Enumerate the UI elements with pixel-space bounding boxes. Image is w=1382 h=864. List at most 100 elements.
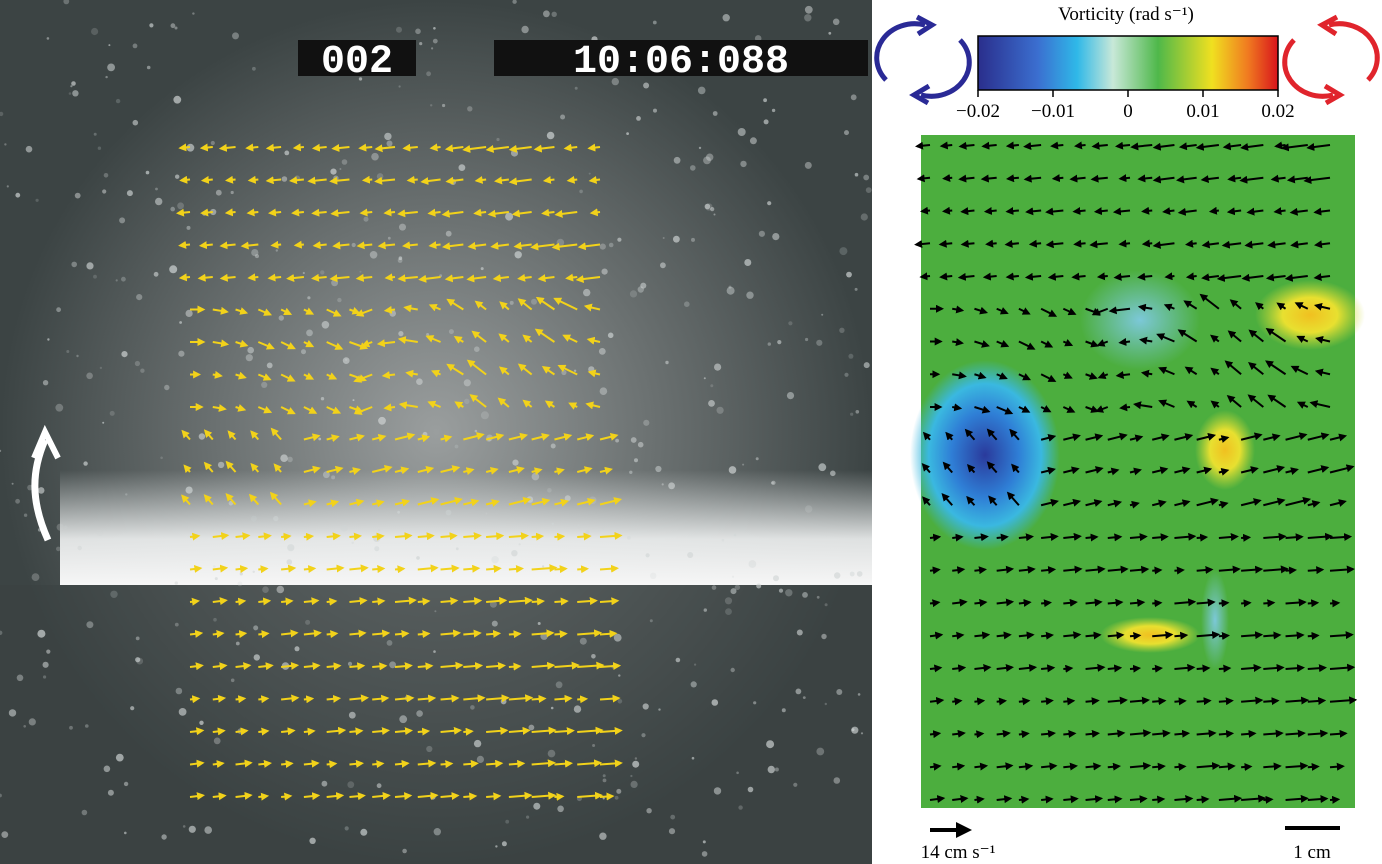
ccw-icon: [874, 14, 972, 106]
vector: [1129, 434, 1144, 443]
particle: [491, 556, 499, 564]
particle: [174, 622, 179, 627]
vector: [431, 369, 441, 378]
particle: [170, 206, 175, 212]
vector: [289, 176, 304, 185]
vector: [1248, 362, 1264, 376]
vector: [235, 339, 249, 348]
negative-vortex: [910, 360, 1060, 550]
vector: [463, 564, 481, 573]
particle: [432, 38, 438, 44]
particle: [771, 480, 776, 485]
vector: [575, 275, 601, 284]
vector: [942, 461, 953, 474]
particle: [306, 329, 313, 337]
vector: [952, 338, 964, 347]
particle: [68, 92, 72, 95]
timecode: 10:06:088: [573, 40, 789, 85]
vector: [508, 630, 522, 639]
particle: [124, 831, 127, 835]
vector: [326, 465, 344, 474]
vector: [372, 597, 386, 606]
vector: [1290, 240, 1308, 249]
vector: [986, 428, 998, 441]
particle: [121, 351, 128, 358]
particle: [618, 674, 621, 677]
particle: [340, 524, 348, 532]
vector: [985, 239, 997, 248]
particle: [521, 25, 529, 34]
vector: [427, 208, 441, 217]
positive-vortex: [1255, 280, 1365, 350]
particle: [560, 114, 566, 120]
particle: [341, 159, 348, 165]
particle: [641, 733, 646, 738]
particle: [734, 584, 741, 590]
particle: [855, 410, 860, 414]
particle: [473, 739, 482, 748]
particle: [767, 342, 771, 346]
vector: [1307, 599, 1320, 608]
vector: [394, 565, 406, 574]
particle: [352, 399, 355, 402]
vector: [554, 565, 568, 574]
particle: [617, 699, 623, 704]
vector: [355, 308, 373, 317]
vector: [576, 433, 595, 442]
vector: [1018, 565, 1036, 574]
vector: [1152, 142, 1175, 151]
vector: [212, 306, 229, 315]
particle: [86, 262, 94, 270]
particle: [512, 0, 517, 4]
particle: [767, 201, 772, 206]
vector: [1329, 599, 1341, 608]
vector: [349, 498, 365, 507]
vector: [440, 726, 462, 735]
particle: [331, 475, 336, 480]
vector: [444, 274, 464, 283]
vector: [1241, 663, 1262, 672]
vector: [267, 273, 282, 282]
particle: [170, 23, 176, 29]
vector: [1005, 207, 1019, 216]
particle: [235, 641, 240, 646]
particle: [46, 37, 50, 40]
vector: [331, 144, 350, 152]
vector: [463, 597, 483, 606]
vector: [1221, 240, 1242, 249]
particle: [698, 146, 702, 150]
vector: [508, 791, 533, 800]
particle: [850, 412, 854, 416]
particle: [818, 463, 827, 472]
vector: [486, 532, 505, 541]
vector: [326, 564, 345, 573]
particle: [630, 774, 633, 778]
particle: [496, 137, 500, 142]
vector: [281, 532, 292, 541]
particle: [512, 459, 519, 466]
vector: [554, 759, 573, 768]
vector: [1115, 371, 1131, 379]
vector: [235, 532, 251, 541]
vector: [1307, 465, 1330, 474]
vector: [1089, 240, 1108, 249]
particle: [629, 470, 633, 474]
vector: [508, 532, 529, 541]
particle: [480, 411, 489, 420]
vector: [441, 209, 464, 218]
vector: [474, 175, 487, 184]
vector: [1133, 401, 1153, 410]
vector: [1307, 500, 1321, 508]
vector: [554, 532, 566, 541]
particle: [730, 588, 737, 595]
vector: [1267, 240, 1286, 249]
vector: [372, 694, 390, 703]
vector: [1040, 340, 1054, 348]
particle: [796, 629, 803, 636]
vector: [1329, 663, 1356, 672]
particle: [135, 657, 141, 663]
vector: [219, 241, 236, 250]
vector: [1163, 303, 1175, 312]
particle: [834, 572, 841, 579]
particle: [856, 571, 863, 577]
